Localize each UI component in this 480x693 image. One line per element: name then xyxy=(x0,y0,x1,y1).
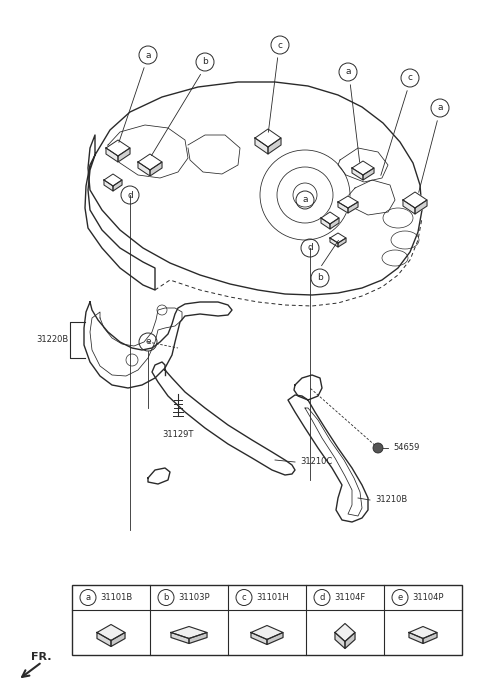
Polygon shape xyxy=(363,168,374,180)
Polygon shape xyxy=(330,218,339,229)
Polygon shape xyxy=(118,148,130,162)
Polygon shape xyxy=(106,148,118,162)
Polygon shape xyxy=(352,161,374,175)
Polygon shape xyxy=(171,633,189,644)
Polygon shape xyxy=(97,633,111,647)
Text: 31129T: 31129T xyxy=(162,430,194,439)
Polygon shape xyxy=(335,633,345,649)
Polygon shape xyxy=(335,624,355,642)
Polygon shape xyxy=(409,633,423,644)
Polygon shape xyxy=(138,162,150,176)
Polygon shape xyxy=(255,129,281,147)
Text: 31104F: 31104F xyxy=(334,593,365,602)
Polygon shape xyxy=(352,168,363,180)
Text: c: c xyxy=(277,40,283,49)
Polygon shape xyxy=(409,626,437,638)
Text: a: a xyxy=(345,67,351,76)
Circle shape xyxy=(373,443,383,453)
Polygon shape xyxy=(338,202,348,213)
Text: 31101B: 31101B xyxy=(100,593,132,602)
Polygon shape xyxy=(267,633,283,644)
Polygon shape xyxy=(106,140,130,156)
Bar xyxy=(72,585,462,655)
Polygon shape xyxy=(423,633,437,644)
Polygon shape xyxy=(104,180,113,191)
Text: b: b xyxy=(317,274,323,283)
Polygon shape xyxy=(138,154,162,170)
Polygon shape xyxy=(321,218,330,229)
Polygon shape xyxy=(338,196,358,208)
Polygon shape xyxy=(251,626,283,640)
Polygon shape xyxy=(330,238,338,247)
Text: e: e xyxy=(145,337,151,346)
Text: a: a xyxy=(85,593,91,602)
Text: 54659: 54659 xyxy=(393,444,420,453)
Text: d: d xyxy=(127,191,133,200)
Polygon shape xyxy=(251,633,267,644)
Polygon shape xyxy=(345,633,355,649)
Polygon shape xyxy=(338,238,346,247)
Text: 31103P: 31103P xyxy=(178,593,210,602)
Polygon shape xyxy=(403,192,427,208)
Polygon shape xyxy=(321,212,339,224)
Polygon shape xyxy=(268,138,281,154)
Text: 31210B: 31210B xyxy=(375,495,407,505)
Polygon shape xyxy=(348,202,358,213)
Text: e: e xyxy=(397,593,403,602)
Polygon shape xyxy=(104,174,122,186)
Text: b: b xyxy=(163,593,168,602)
Polygon shape xyxy=(150,162,162,176)
Polygon shape xyxy=(255,138,268,154)
Text: d: d xyxy=(307,243,313,252)
Text: c: c xyxy=(408,73,412,82)
Polygon shape xyxy=(189,633,207,644)
Text: 31210C: 31210C xyxy=(300,457,332,466)
Polygon shape xyxy=(97,624,125,640)
Text: 31220B: 31220B xyxy=(37,335,69,344)
Text: a: a xyxy=(437,103,443,112)
Polygon shape xyxy=(171,626,207,638)
Polygon shape xyxy=(113,180,122,191)
Polygon shape xyxy=(330,233,346,243)
Polygon shape xyxy=(415,200,427,214)
Text: a: a xyxy=(302,195,308,204)
Polygon shape xyxy=(111,633,125,647)
Polygon shape xyxy=(403,200,415,214)
Text: b: b xyxy=(202,58,208,67)
Text: FR.: FR. xyxy=(31,652,51,662)
Text: a: a xyxy=(145,51,151,60)
Text: d: d xyxy=(319,593,324,602)
Text: 31104P: 31104P xyxy=(412,593,444,602)
Text: c: c xyxy=(242,593,246,602)
Text: 31101H: 31101H xyxy=(256,593,289,602)
